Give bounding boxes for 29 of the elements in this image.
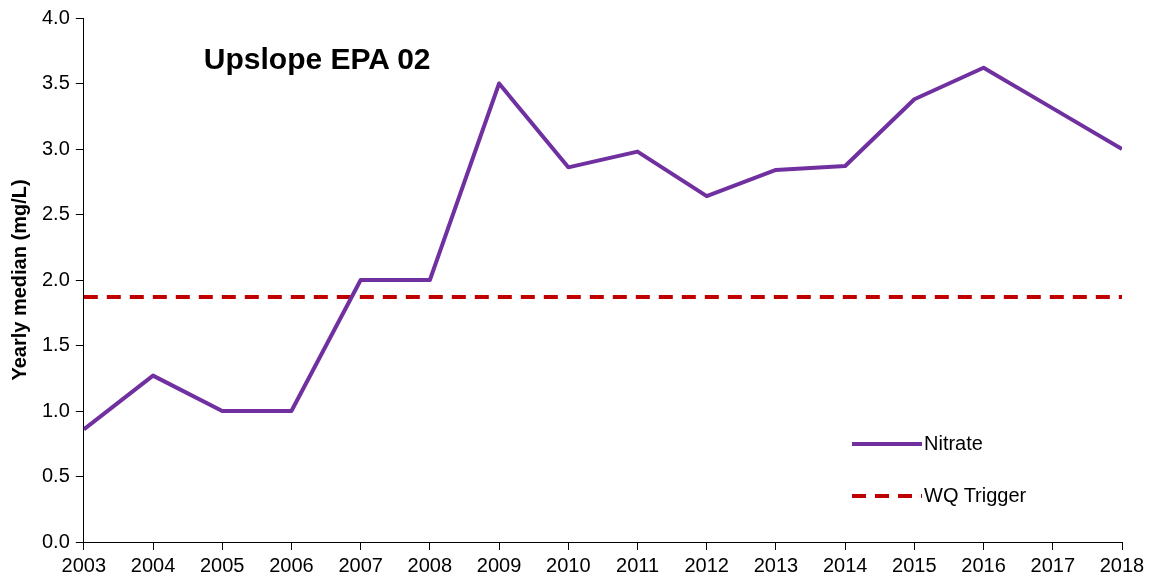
y-tick-label: 3.0 <box>41 136 70 159</box>
y-tick-label: 4.0 <box>41 5 70 28</box>
legend-label: Nitrate <box>924 431 983 454</box>
y-tick-label: 0.5 <box>41 464 70 487</box>
x-tick-label: 2015 <box>892 553 937 576</box>
x-tick-label: 2007 <box>338 553 383 576</box>
y-tick-label: 2.0 <box>41 267 70 290</box>
y-tick-label: 1.0 <box>41 398 70 421</box>
legend-label: WQ Trigger <box>924 483 1027 506</box>
y-tick-label: 1.5 <box>41 333 70 356</box>
y-axis-title: Yearly median (mg/L) <box>7 179 30 381</box>
x-tick-label: 2010 <box>546 553 591 576</box>
y-tick-label: 3.5 <box>41 71 70 94</box>
x-tick-label: 2012 <box>684 553 729 576</box>
x-tick-label: 2014 <box>822 553 868 576</box>
x-tick-label: 2009 <box>476 553 522 576</box>
x-tick-label: 2008 <box>407 553 453 576</box>
x-tick-label: 2005 <box>199 553 245 576</box>
x-tick-label: 2013 <box>753 553 799 576</box>
x-tick-label: 2011 <box>616 553 660 576</box>
x-tick-label: 2006 <box>269 553 314 576</box>
y-tick-label: 2.5 <box>41 202 70 225</box>
x-tick-label: 2003 <box>61 553 107 576</box>
x-tick-label: 2017 <box>1030 553 1076 576</box>
x-tick-label: 2004 <box>130 553 176 576</box>
text: Upslope EPA 02 <box>203 42 431 76</box>
x-tick-label: 2016 <box>961 553 1006 576</box>
x-tick-label: 2018 <box>1099 553 1145 576</box>
y-tick-label: 0.0 <box>41 529 70 552</box>
